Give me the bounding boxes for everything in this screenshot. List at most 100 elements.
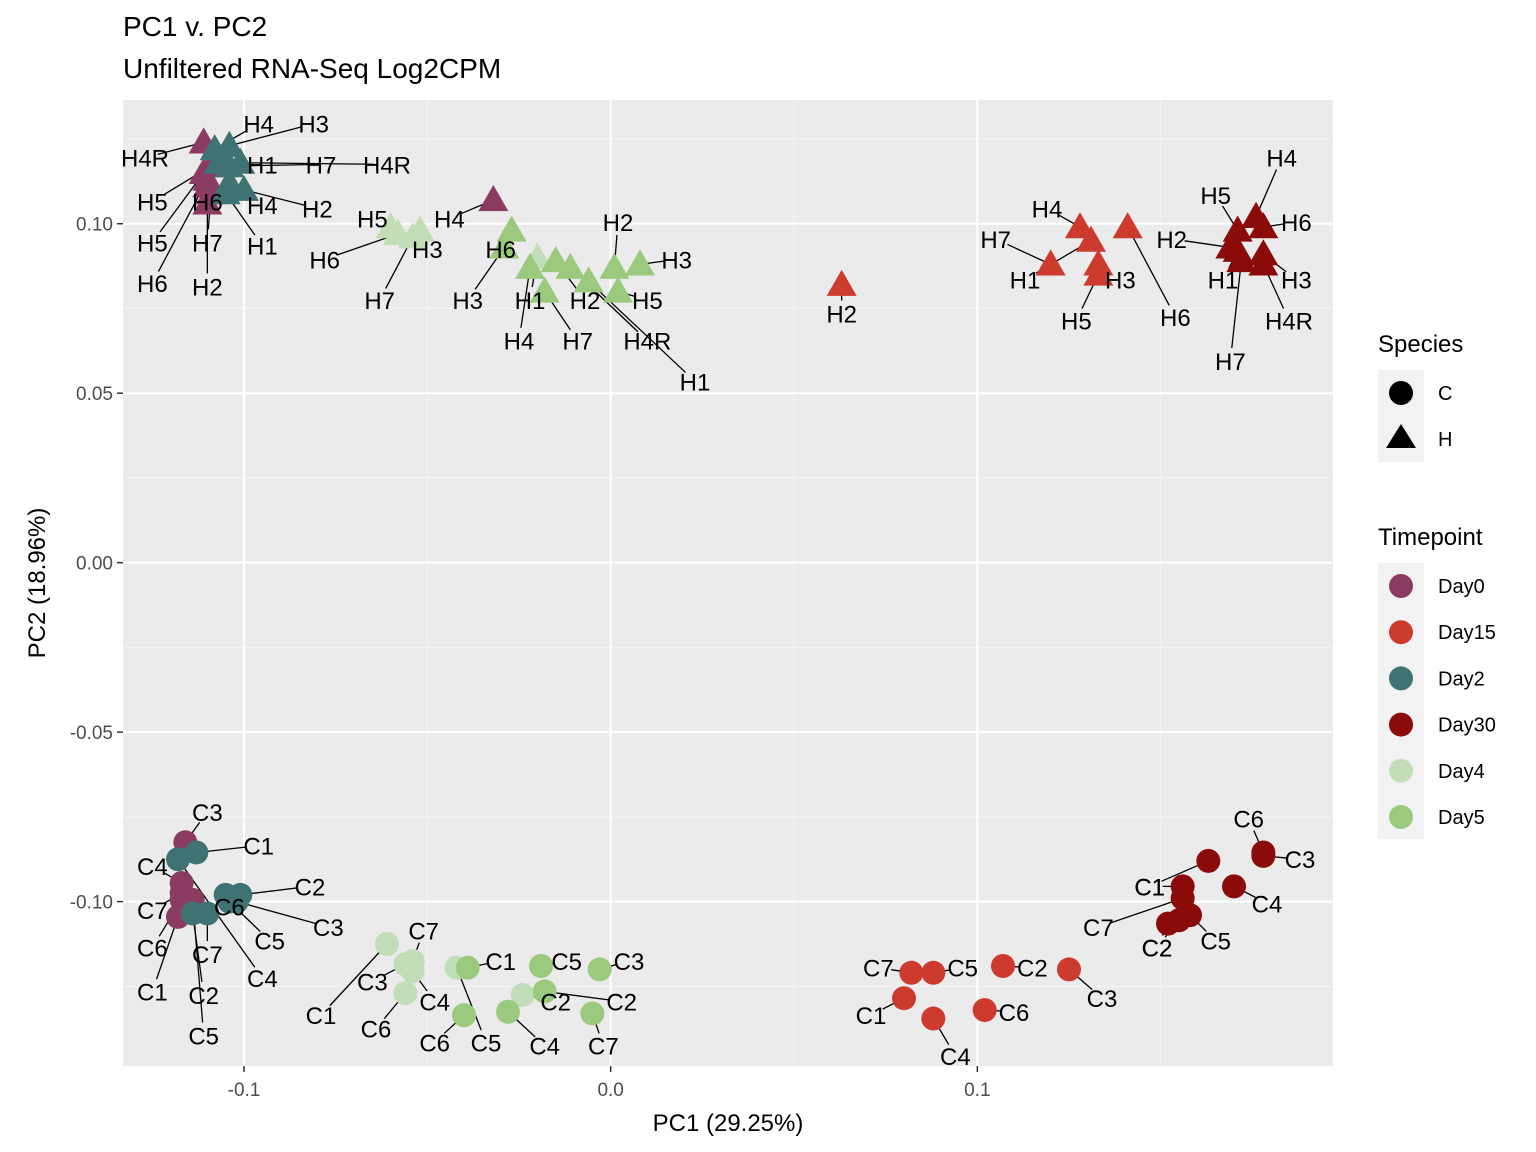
point-label: H7: [980, 227, 1011, 254]
label-segment: [229, 126, 302, 147]
point-label: C1: [306, 1003, 337, 1030]
point-label: H4: [1266, 146, 1297, 173]
point-label: C2: [540, 990, 571, 1017]
legend-label-day0: Day0: [1438, 576, 1485, 598]
point-label: C5: [551, 949, 582, 976]
legend-key-day15: [1389, 620, 1413, 645]
point-circle: [452, 1003, 476, 1028]
point-label: C4: [137, 854, 168, 881]
legend-key-day30: [1389, 712, 1413, 737]
point-label: C3: [313, 915, 344, 942]
point-circle: [580, 1001, 605, 1026]
point-triangle: [1248, 212, 1279, 239]
point-label: H4: [243, 112, 274, 139]
legend-species: Species C H: [1378, 331, 1463, 462]
point-label: H1: [515, 288, 546, 315]
point-triangle: [529, 276, 560, 303]
point-label: H5: [632, 288, 663, 315]
point-label: C3: [192, 800, 223, 827]
point-circle: [921, 960, 946, 985]
point-label: H5: [137, 230, 168, 257]
point-circle: [587, 957, 612, 982]
point-triangle: [210, 178, 241, 205]
point-circle: [166, 847, 190, 872]
label-segment: [1110, 897, 1183, 924]
point-circle: [529, 954, 553, 979]
point-label: C2: [1017, 956, 1048, 983]
point-triangle: [1076, 225, 1106, 252]
point-label: H7: [364, 288, 395, 315]
legend-triangle-icon: [1386, 424, 1416, 448]
point-label: C1: [485, 949, 516, 976]
point-label: H4: [504, 329, 535, 356]
point-label: C1: [856, 1003, 887, 1030]
point-circle: [510, 982, 535, 1007]
point-triangle: [225, 147, 256, 174]
x-tick-label: 0.0: [597, 1080, 623, 1101]
point-label: H5: [137, 190, 168, 217]
point-label: H2: [570, 288, 601, 315]
point-label: C7: [588, 1034, 619, 1061]
point-label: H2: [1156, 227, 1187, 254]
point-label: C4: [529, 1034, 560, 1061]
point-label: C2: [295, 874, 326, 901]
grid-minor: [123, 100, 1333, 1066]
point-circle: [455, 955, 480, 980]
point-triangle: [192, 188, 223, 215]
y-tick-label: 0.05: [76, 384, 113, 405]
point-label: H7: [192, 230, 223, 257]
legend-label-day2: Day2: [1438, 668, 1485, 690]
point-label: H3: [1281, 268, 1312, 295]
point-label: C7: [192, 942, 223, 969]
legend-label-day30: Day30: [1438, 715, 1496, 737]
legend-timepoint-title: Timepoint: [1378, 524, 1483, 551]
point-label: C4: [247, 966, 278, 993]
point-label: H1: [1208, 268, 1239, 295]
point-triangle: [1112, 212, 1143, 239]
point-label: C3: [614, 949, 645, 976]
point-label: C7: [408, 918, 439, 945]
point-label: C2: [606, 990, 637, 1017]
point-triangle: [1248, 249, 1279, 276]
point-label: H1: [1010, 268, 1041, 295]
point-circle: [532, 979, 557, 1004]
point-triangle: [515, 252, 545, 279]
point-label: C2: [188, 983, 219, 1010]
point-triangle: [555, 252, 586, 279]
point-triangle: [397, 222, 428, 249]
point-label: H1: [247, 152, 278, 179]
y-tick-label: 0.00: [76, 554, 113, 575]
point-label: H4: [1032, 196, 1063, 223]
x-axis-label: PC1 (29.25%): [653, 1110, 804, 1137]
point-label: C4: [940, 1044, 971, 1071]
point-triangle: [1226, 246, 1257, 273]
point-label: C7: [1083, 915, 1114, 942]
chart-title: PC1 v. PC2: [123, 11, 267, 42]
legend-timepoint: Timepoint Day0 Day15 Day2 Day30 Day4 Day5: [1378, 524, 1496, 839]
point-circle: [991, 954, 1015, 979]
point-label: H3: [452, 288, 483, 315]
point-label: C1: [1134, 874, 1165, 901]
data-points: [166, 127, 1279, 1031]
point-circle: [1057, 957, 1081, 982]
point-label: C6: [137, 935, 168, 962]
label-segment: [243, 189, 305, 206]
point-circle: [1251, 843, 1276, 868]
point-label: H2: [603, 210, 634, 237]
point-circle: [899, 960, 924, 985]
point-label: C1: [137, 979, 168, 1006]
point-label: C6: [999, 1000, 1030, 1027]
point-triangle: [573, 266, 604, 293]
y-tick-label: 0.10: [76, 215, 113, 236]
point-label: H7: [562, 329, 593, 356]
point-label: C3: [1285, 847, 1316, 874]
point-label: H4: [434, 207, 465, 234]
point-circle: [496, 999, 520, 1024]
point-label: C5: [947, 956, 978, 983]
point-label: C5: [188, 1023, 219, 1050]
point-triangle: [214, 130, 245, 157]
y-axis-ticks: -0.10 -0.05 0.00 0.05 0.10: [70, 215, 123, 914]
point-triangle: [1083, 259, 1114, 286]
